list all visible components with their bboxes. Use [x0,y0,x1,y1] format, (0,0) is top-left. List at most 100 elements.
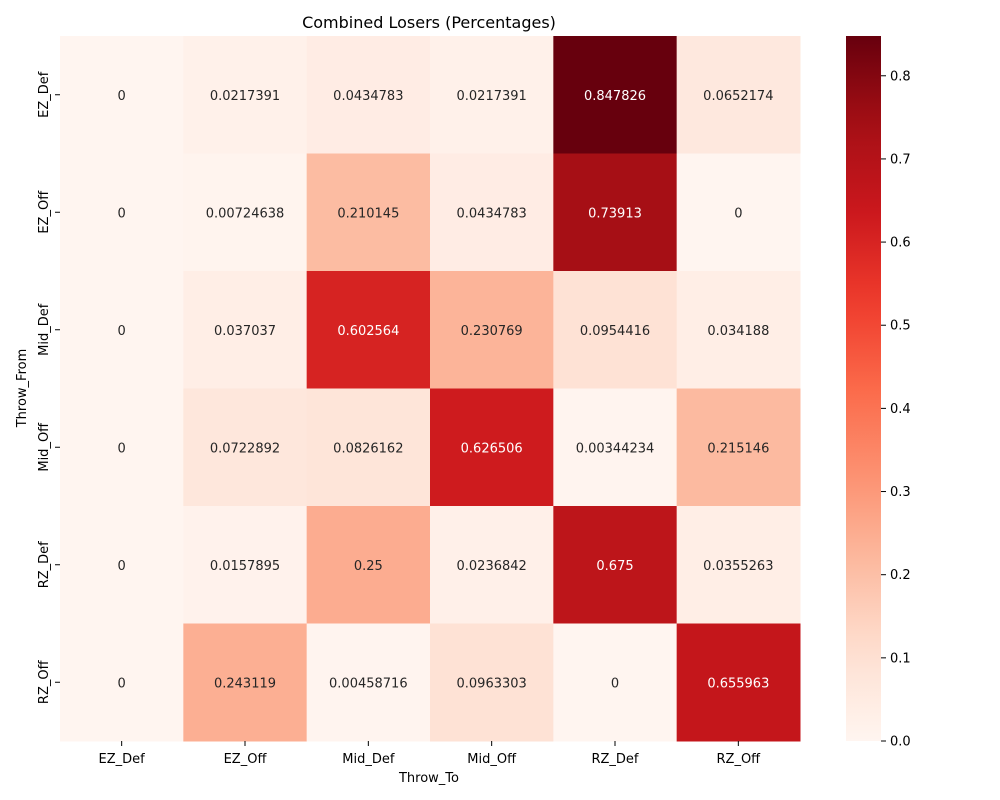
cell-value-label: 0.0826162 [333,441,403,456]
cell-value-label: 0.0652174 [703,89,773,104]
cell-value-label: 0 [118,89,126,104]
heatmap-cell [676,623,801,742]
cell-value-label: 0.037037 [214,324,276,339]
x-tick-label: EZ_Off [224,752,268,767]
heatmap-cell [60,623,184,742]
x-axis-ticks: EZ_Def EZ_Off Mid_Def Mid_Off RZ_Def RZ_Off [99,741,762,767]
heatmap-cell [60,271,184,389]
x-tick-label: EZ_Def [99,752,146,767]
cell-value-label: 0.230769 [461,324,523,339]
cell-value-label: 0.00458716 [329,676,408,691]
heatmap-cell [183,153,308,272]
cell-value-label: 0.0434783 [457,206,527,221]
heatmap-cell [676,36,801,154]
colorbar [846,36,881,741]
heatmap-cell [306,623,431,742]
y-tick-label: RZ_Off [37,659,52,704]
heatmap-cell [676,388,801,507]
heatmap-cell [183,36,308,154]
cell-value-label: 0.0954416 [580,324,650,339]
heatmap-annotations: 0 0.0217391 0.0434783 0.0217391 0.847826 0.06… [118,89,774,692]
colorbar-tick-label: 0.2 [890,568,911,583]
chart-title: Combined Losers (Percentages) [302,13,556,32]
heatmap-cell [676,271,801,389]
heatmap-cell [553,388,678,507]
heatmap-cell [306,506,431,624]
cell-value-label: 0.0217391 [210,89,280,104]
colorbar-tick-label: 0.8 [890,69,911,84]
colorbar-tick-label: 0.6 [890,236,911,251]
cell-value-label: 0.602564 [337,324,399,339]
cell-value-label: 0.655963 [707,676,769,691]
y-tick-label: EZ_Def [37,71,52,118]
colorbar-tick-label: 0.3 [890,485,911,500]
cell-value-label: 0.0355263 [703,559,773,574]
x-tick-label: Mid_Off [467,752,517,767]
colorbar-tick-label: 0.0 [890,735,911,750]
heatmap-cell [60,506,184,624]
heatmap-cell [430,506,554,624]
heatmap-cell [553,36,678,154]
cell-value-label: 0.0236842 [457,559,527,574]
cell-value-label: 0.675 [596,559,633,574]
heatmap-cell [553,623,678,742]
heatmap-cell [553,271,678,389]
heatmap-cell [553,153,678,272]
cell-value-label: 0.0217391 [457,89,527,104]
cell-value-label: 0.25 [354,559,383,574]
colorbar-ticks: 0.0 0.1 0.2 0.3 0.4 0.5 0.6 0.7 0.8 [881,69,911,750]
cell-value-label: 0.626506 [461,441,523,456]
heatmap-cell [306,388,431,507]
cell-value-label: 0 [118,676,126,691]
cell-value-label: 0 [118,324,126,339]
heatmap-cell [430,623,554,742]
heatmap-cell [306,153,431,272]
cell-value-label: 0.215146 [707,441,769,456]
heatmap-cell [430,271,554,389]
y-tick-label: RZ_Def [37,541,52,588]
cell-value-label: 0.00724638 [206,206,285,221]
heatmap-cell [60,36,184,154]
heatmap-cell [430,388,554,507]
heatmap-cell [430,36,554,154]
cell-value-label: 0.034188 [707,324,769,339]
heatmap-cell [676,153,801,272]
y-tick-label: Mid_Def [37,303,52,356]
heatmap-cell [183,271,308,389]
heatmap-cell [306,36,431,154]
heatmap-cell [60,388,184,507]
cell-value-label: 0.00344234 [576,441,655,456]
cell-value-label: 0.0157895 [210,559,280,574]
cell-value-label: 0.0434783 [333,89,403,104]
x-tick-label: RZ_Off [717,752,762,767]
heatmap-cell [183,388,308,507]
colorbar-tick-label: 0.4 [890,402,911,417]
y-tick-label: EZ_Off [37,190,52,234]
heatmap-cell [60,153,184,272]
heatmap-cell [306,271,431,389]
cell-value-label: 0.847826 [584,89,646,104]
cell-value-label: 0 [734,206,742,221]
x-axis-label: Throw_To [398,771,459,786]
heatmap-cell [676,506,801,624]
y-axis-label: Throw_From [15,349,30,429]
cell-value-label: 0.210145 [337,206,399,221]
heatmap-cell [430,153,554,272]
x-tick-label: Mid_Def [342,752,395,767]
cell-value-label: 0.0963303 [457,676,527,691]
y-axis-ticks: EZ_Def EZ_Off Mid_Def Mid_Off RZ_Def RZ_Off [37,71,60,704]
cell-value-label: 0.0722892 [210,441,280,456]
cell-value-label: 0.73913 [588,206,642,221]
colorbar-tick-label: 0.5 [890,319,911,334]
cell-value-label: 0 [118,206,126,221]
heatmap-cells [60,36,801,742]
cell-value-label: 0 [118,441,126,456]
x-tick-label: RZ_Def [591,752,638,767]
heatmap-cell [553,506,678,624]
colorbar-tick-label: 0.1 [890,651,911,666]
y-tick-label: Mid_Off [37,422,52,472]
cell-value-label: 0.243119 [214,676,276,691]
heatmap-cell [183,623,308,742]
colorbar-tick-label: 0.7 [890,152,911,167]
